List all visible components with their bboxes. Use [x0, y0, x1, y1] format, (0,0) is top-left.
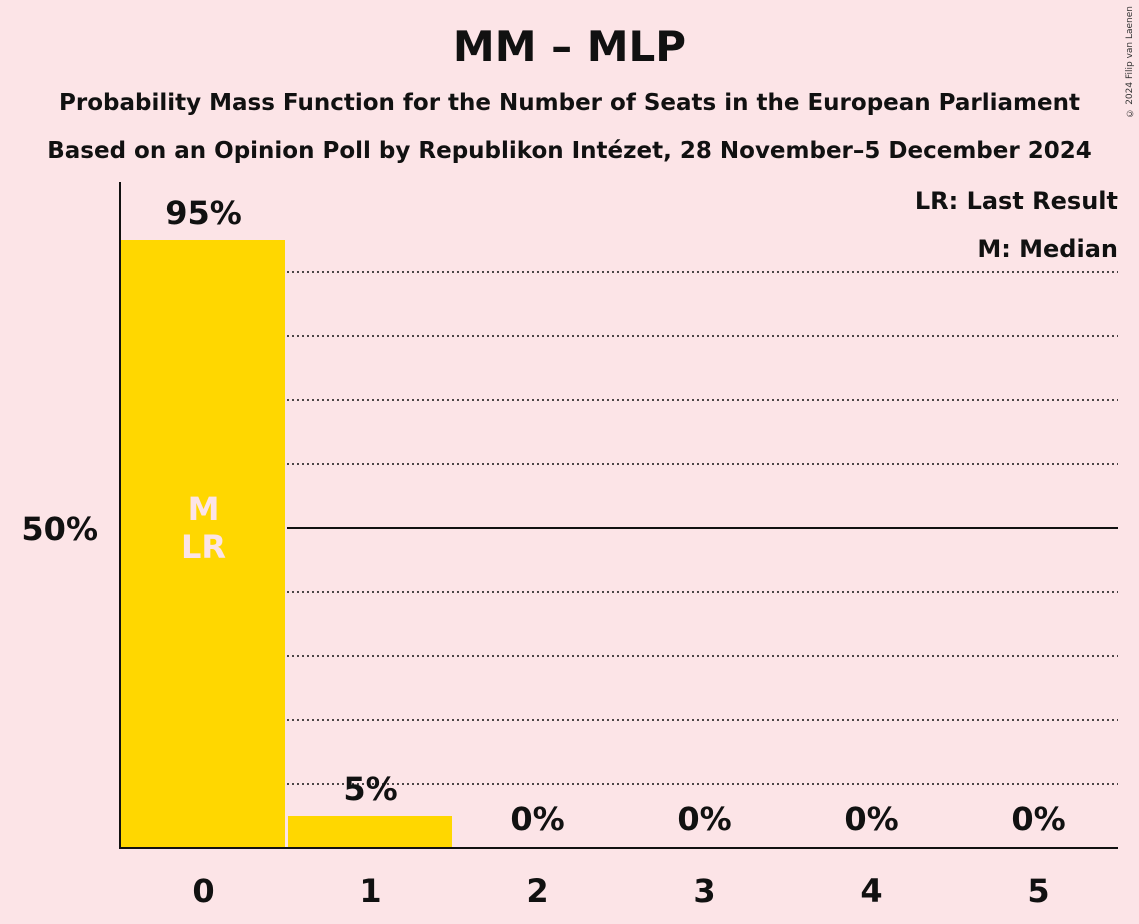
x-tick-label-5: 5	[1027, 872, 1049, 910]
x-tick-label-2: 2	[526, 872, 548, 910]
legend-median: M: Median	[977, 235, 1118, 263]
value-label-2: 0%	[510, 800, 564, 838]
value-label-4: 0%	[844, 800, 898, 838]
x-tick-label-0: 0	[192, 872, 214, 910]
chart-source: Based on an Opinion Poll by Republikon I…	[47, 138, 1092, 164]
bar-marker-m: M	[188, 490, 220, 528]
value-labels: 95% 0 5% 1 0% 2 0% 3 0% 4 0% 5 MLR	[165, 194, 1065, 910]
value-label-5: 0%	[1011, 800, 1065, 838]
x-tick-label-4: 4	[860, 872, 882, 910]
bars	[121, 240, 452, 848]
axes: 50%	[21, 182, 1118, 849]
gridlines	[287, 271, 1118, 785]
legend-last-result: LR: Last Result	[915, 187, 1118, 215]
value-label-0: 95%	[165, 194, 242, 232]
y-tick-label-50: 50%	[21, 510, 98, 548]
value-label-1: 5%	[343, 770, 397, 808]
x-tick-label-1: 1	[359, 872, 381, 910]
bar-1	[288, 816, 452, 848]
bar-marker-lr: LR	[181, 528, 226, 566]
chart-subtitle: Probability Mass Function for the Number…	[59, 90, 1080, 116]
value-label-3: 0%	[677, 800, 731, 838]
bar-0	[121, 240, 285, 848]
x-tick-label-3: 3	[693, 872, 715, 910]
chart-title: MM – MLP	[452, 22, 687, 71]
